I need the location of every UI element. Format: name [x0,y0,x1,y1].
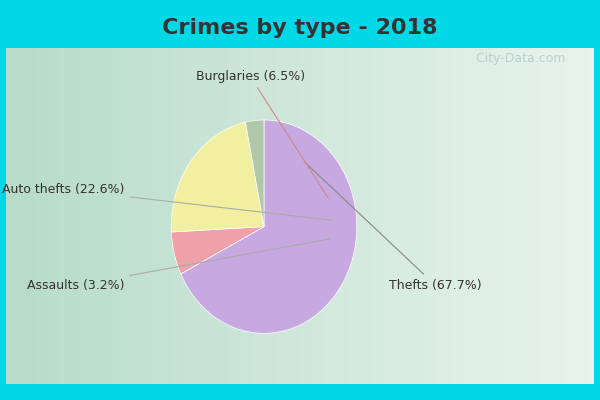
Text: Thefts (67.7%): Thefts (67.7%) [305,162,482,292]
Text: Assaults (3.2%): Assaults (3.2%) [28,239,330,292]
Text: Auto thefts (22.6%): Auto thefts (22.6%) [2,183,331,220]
Wedge shape [171,122,264,232]
Wedge shape [172,227,264,274]
Text: City-Data.com: City-Data.com [468,52,566,65]
Text: Crimes by type - 2018: Crimes by type - 2018 [162,18,438,38]
Wedge shape [181,120,357,333]
Wedge shape [245,120,264,227]
Text: Burglaries (6.5%): Burglaries (6.5%) [196,70,328,198]
